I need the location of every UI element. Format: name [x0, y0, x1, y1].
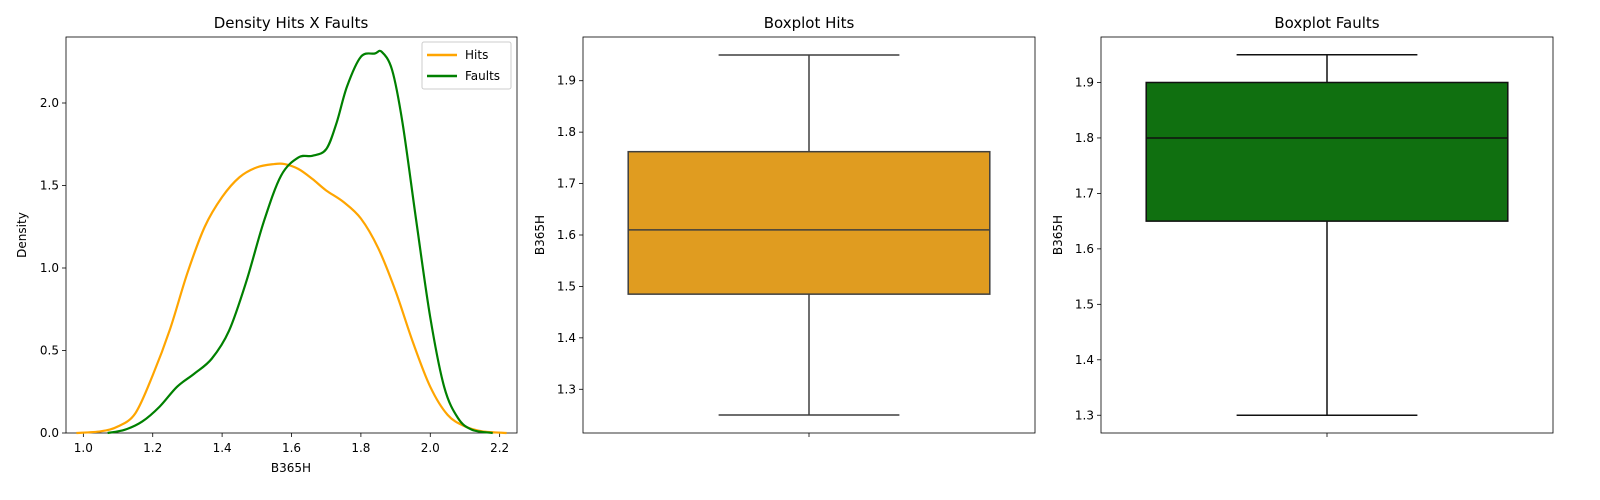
density-plot-frame [65, 36, 518, 434]
boxplot-faults-y-tick-label: 1.9 [1075, 75, 1094, 89]
boxplot-hits-y-tick-label: 1.9 [557, 74, 576, 88]
legend: Hits Faults [421, 41, 512, 90]
boxplot-faults-panel: Boxplot Faults 1.3 1.4 1.5 1.6 1.7 1.8 1.9 B36… [1051, 14, 1554, 437]
density-y-tick-label: 1.5 [40, 179, 59, 193]
density-y-tick-label: 0.0 [40, 426, 59, 440]
density-x-tick-label: 1.8 [351, 441, 370, 455]
density-x-tick-label: 1.6 [282, 441, 301, 455]
density-chart-title: Density Hits X Faults [214, 14, 369, 32]
density-x-tick-label: 1.2 [143, 441, 162, 455]
boxplot-faults-y-tick-label: 1.4 [1075, 353, 1094, 367]
boxplot-hits-y-tick-label: 1.6 [557, 228, 576, 242]
boxplot-hits-title: Boxplot Hits [764, 14, 855, 32]
legend-label-hits: Hits [465, 48, 488, 62]
boxplot-hits-y-tick-label: 1.4 [557, 331, 576, 345]
boxplot-faults-y-axis-label: B365H [1051, 215, 1065, 255]
density-x-axis-label: B365H [271, 461, 311, 475]
boxplot-faults-title: Boxplot Faults [1274, 14, 1379, 32]
boxplot-hits-y-tick-label: 1.3 [557, 382, 576, 396]
density-x-tick-label: 2.0 [421, 441, 440, 455]
boxplot-faults-y-tick-label: 1.3 [1075, 408, 1094, 422]
boxplot-hits-y-tick-label: 1.5 [557, 279, 576, 293]
density-panel: Density Hits X Faults 1.0 1.2 1.4 1.6 1.8 2.0… [15, 14, 518, 475]
density-x-tick-label: 1.0 [74, 441, 93, 455]
density-line-faults [107, 49, 493, 435]
density-x-tick-label: 2.2 [490, 441, 509, 455]
boxplot-hits-panel: Boxplot Hits 1.3 1.4 1.5 1.6 1.7 1.8 1.9 B365H [533, 14, 1036, 437]
density-line-hits [76, 162, 507, 435]
density-y-tick-label: 2.0 [40, 96, 59, 110]
boxplot-hits-y-tick-label: 1.7 [557, 177, 576, 191]
density-y-axis-label: Density [15, 212, 29, 258]
boxplot-faults-y-tick-label: 1.8 [1075, 131, 1094, 145]
boxplot-faults-y-tick-label: 1.6 [1075, 242, 1094, 256]
boxplot-faults-y-tick-label: 1.5 [1075, 297, 1094, 311]
boxplot-hits-y-tick-label: 1.8 [557, 125, 576, 139]
density-x-tick-label: 1.4 [213, 441, 232, 455]
boxplot-hits-y-axis-label: B365H [533, 215, 547, 255]
legend-label-faults: Faults [465, 69, 500, 83]
boxplot-faults-iqr-box [1145, 81, 1509, 222]
boxplot-hits-iqr-box [627, 150, 991, 295]
density-y-tick-label: 1.0 [40, 261, 59, 275]
density-y-tick-label: 0.5 [40, 344, 59, 358]
boxplot-faults-y-tick-label: 1.7 [1075, 186, 1094, 200]
